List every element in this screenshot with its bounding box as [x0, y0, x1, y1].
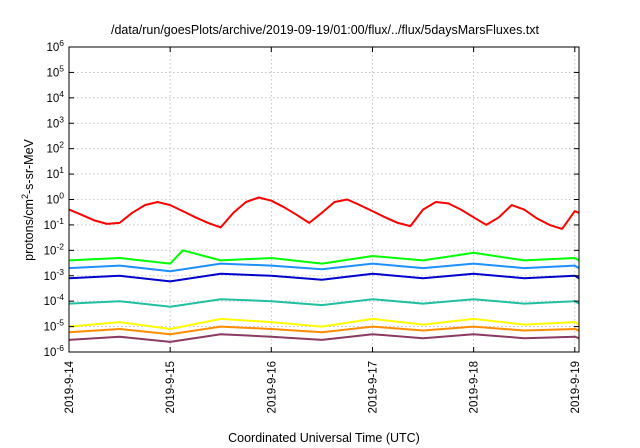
y-tick-label: 10-1	[44, 216, 65, 232]
series-line-6	[68, 317, 580, 330]
y-tick-label: 102	[46, 140, 64, 156]
series-line-5	[68, 298, 580, 308]
series-line-3	[68, 262, 580, 273]
y-axis: 10-6 10-5 10-4 10-3 10-2 10-1 100 101 102 103 104 1…	[44, 38, 579, 359]
y-axis-label: protons/cm2-s-sr-MeV	[20, 138, 36, 260]
y-tick-label: 105	[46, 63, 64, 79]
y-axis-label-pre: protons/cm	[22, 199, 36, 261]
y-tick-label: 106	[46, 38, 64, 54]
y-tick-label: 100	[46, 191, 64, 207]
series-line-1	[68, 196, 580, 230]
y-tick-label: 10-5	[44, 318, 65, 334]
chart-title: /data/run/goesPlots/archive/2019-09-19/0…	[111, 23, 540, 37]
series-line-8	[68, 333, 580, 343]
y-tick-label: 10-4	[44, 292, 65, 308]
y-axis-label-post: -s-sr-MeV	[22, 138, 36, 194]
y-tick-label: 103	[46, 114, 64, 130]
y-tick-label: 10-2	[44, 241, 65, 257]
y-tick-label: 101	[46, 165, 64, 181]
x-tick-label: 2019-9-19	[570, 361, 582, 413]
y-axis-label-sup: 2	[20, 194, 30, 199]
x-axis-label: Coordinated Universal Time (UTC)	[228, 431, 420, 445]
plot-area	[68, 196, 580, 343]
series-line-4	[68, 272, 580, 283]
x-tick-label: 2019-9-15	[165, 361, 177, 413]
y-tick-label: 10-3	[44, 267, 65, 283]
x-tick-label: 2019-9-17	[367, 361, 379, 413]
x-tick-label: 2019-9-16	[266, 361, 278, 413]
x-tick-label: 2019-9-18	[469, 361, 481, 413]
x-axis: 2019-9-14 2019-9-15 2019-9-16 2019-9-17 2019…	[64, 47, 582, 413]
series-line-2	[68, 249, 580, 265]
y-tick-label: 10-6	[44, 343, 65, 359]
y-tick-label: 104	[46, 89, 64, 105]
grid	[69, 47, 579, 352]
x-tick-label: 2019-9-14	[64, 360, 76, 413]
series-line-7	[68, 325, 580, 336]
